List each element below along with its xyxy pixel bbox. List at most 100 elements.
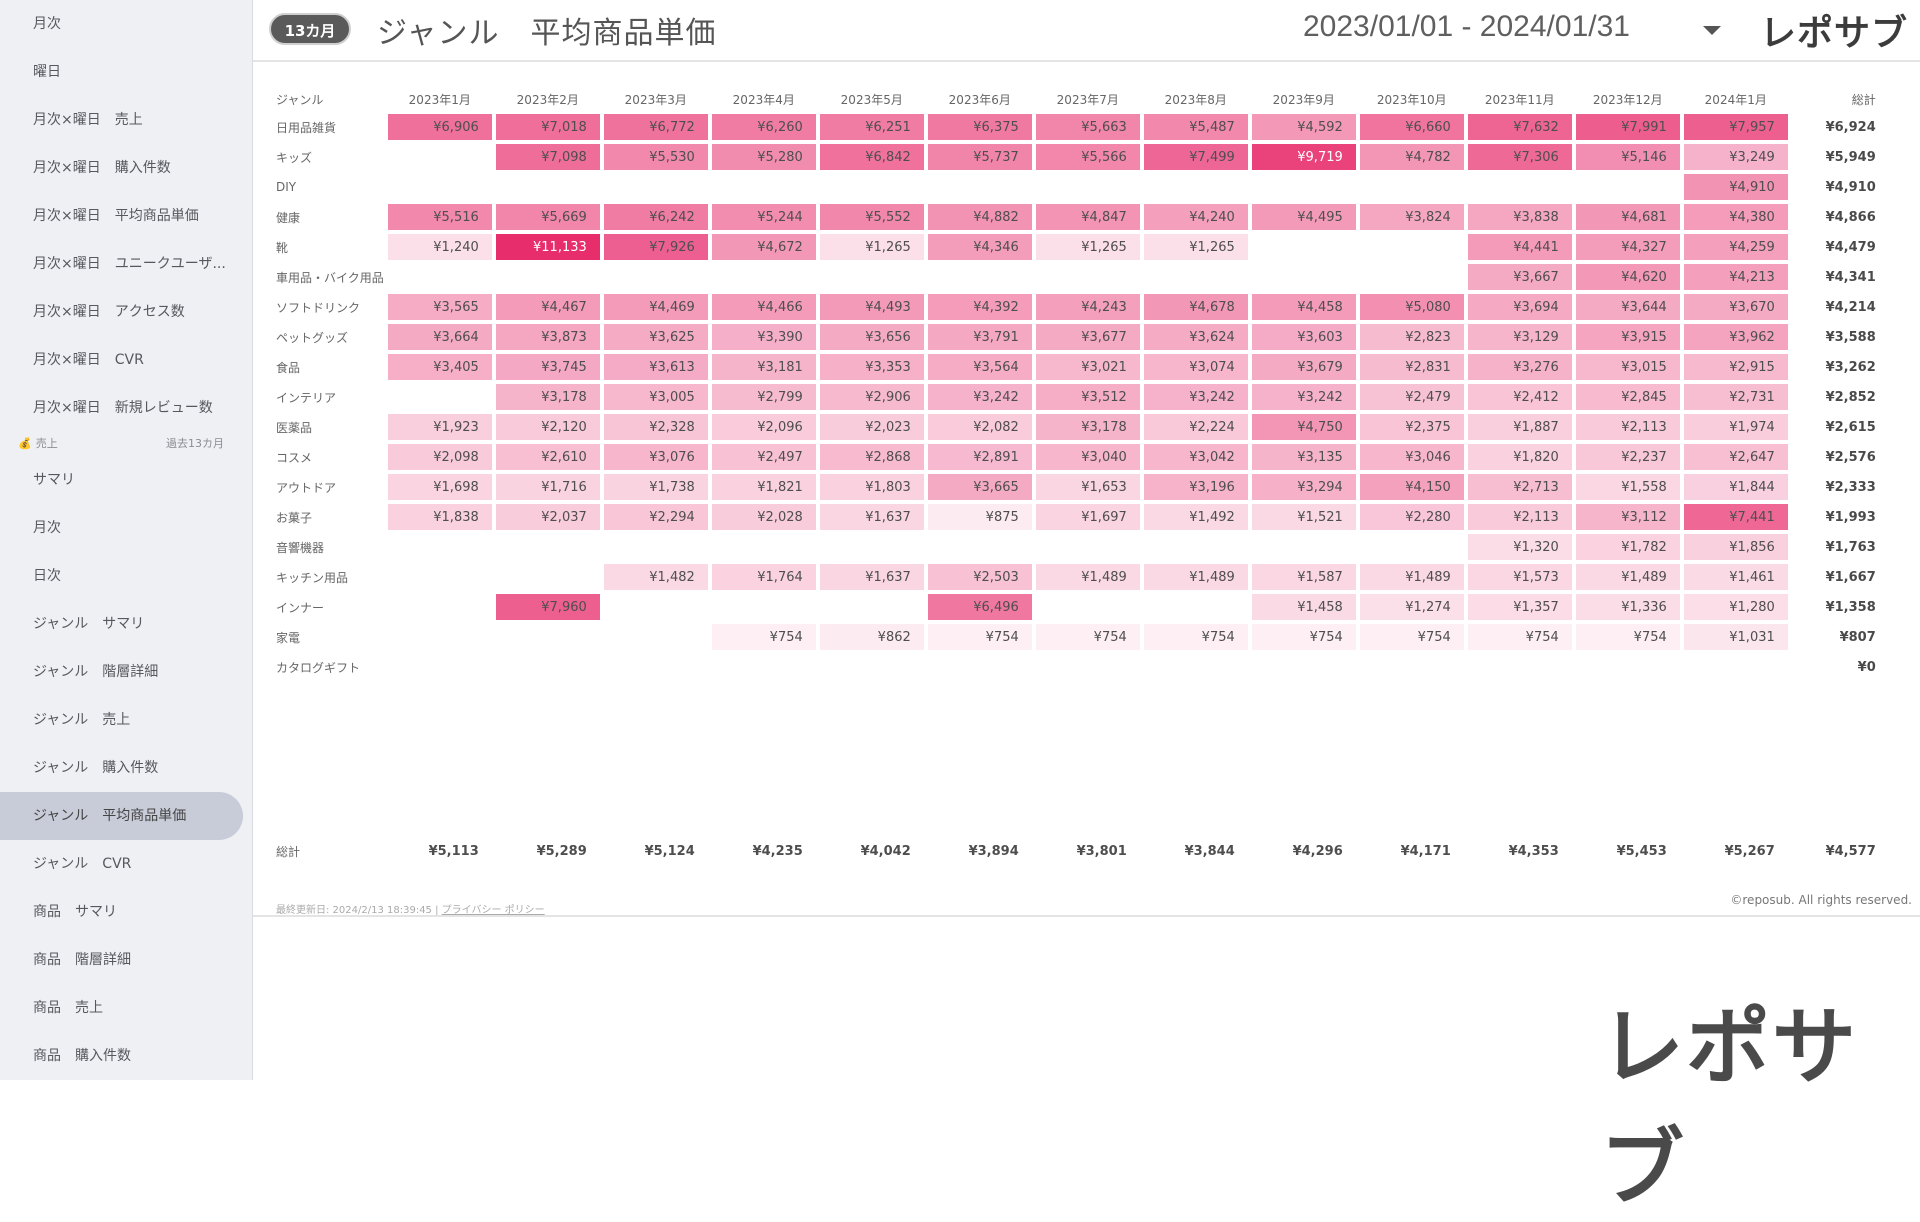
value-cell: ¥7,499 [1143,144,1248,170]
sidebar-item[interactable]: 曜日 [33,64,61,80]
value-cell: ¥1,489 [1143,564,1248,590]
value-cell: ¥3,249 [1683,144,1788,170]
sidebar-item[interactable]: サマリ [33,472,75,488]
sidebar-item[interactable]: 商品 サマリ [33,904,117,920]
column-header-month[interactable]: 2023年3月 [624,92,687,107]
sidebar-item[interactable]: ジャンル 平均商品単価 [0,792,243,840]
sidebar-item[interactable]: ジャンル 売上 [33,712,131,728]
period-badge[interactable]: 13カ月 [269,13,351,45]
privacy-policy-link[interactable]: プライバシー ポリシー [441,905,545,916]
value-cell: ¥1,461 [1683,564,1788,590]
sidebar-item[interactable]: 月次 [33,520,61,536]
value-cell [1252,234,1356,260]
sidebar-item[interactable]: ジャンル 購入件数 [33,760,159,776]
value-cell: ¥7,018 [495,114,600,140]
value-cell: ¥2,294 [603,504,708,530]
sidebar-item[interactable]: 月次×曜日 新規レビュー数 [33,400,213,416]
value-cell: ¥6,772 [603,114,708,140]
row-genre-label[interactable]: 日用品雑貨 [276,120,337,135]
value-cell [1144,174,1248,200]
row-genre-label[interactable]: カタログギフト [276,660,361,675]
row-genre-label[interactable]: コスメ [276,450,313,465]
column-header-month[interactable]: 2023年6月 [948,92,1011,107]
value-cell: ¥2,891 [927,444,1032,470]
spacer-cell [274,684,1878,832]
value-cell: ¥1,838 [387,504,492,530]
column-header-month[interactable]: 2024年1月 [1704,92,1767,107]
chevron-down-icon[interactable] [1703,26,1721,35]
row-genre-label[interactable]: 家電 [276,630,301,645]
sidebar-item[interactable]: 月次×曜日 アクセス数 [33,304,185,320]
row-genre-label[interactable]: ペットグッズ [276,330,349,345]
row-genre-label[interactable]: 医薬品 [276,420,313,435]
column-header-month[interactable]: 2023年7月 [1056,92,1119,107]
sidebar-item[interactable]: 月次×曜日 購入件数 [33,160,171,176]
column-header-month[interactable]: 2023年5月 [840,92,903,107]
value-cell: ¥4,240 [1143,204,1248,230]
date-range-selector[interactable]: 2023/01/01 - 2024/01/31 [1303,10,1630,43]
value-cell [1252,264,1356,290]
value-cell: ¥2,915 [1683,354,1788,380]
sidebar-item[interactable]: 日次 [33,568,61,584]
column-header-month[interactable]: 2023年11月 [1484,92,1555,107]
value-cell [1468,654,1572,680]
value-cell [712,534,816,560]
value-cell: ¥1,357 [1467,594,1572,620]
table-row: 車用品・バイク用品 ¥3,667 ¥4,620 ¥4,213 ¥4,341 [274,264,1878,290]
sidebar-item[interactable]: 月次×曜日 売上 [33,112,143,128]
column-header-genre[interactable]: ジャンル [276,92,324,107]
row-genre-label[interactable]: 車用品・バイク用品 [276,270,384,285]
value-cell: ¥2,280 [1359,504,1464,530]
row-total-cell: ¥1,763 [1825,539,1876,555]
row-genre-label[interactable]: インナー [276,600,325,615]
column-header-month[interactable]: 2023年4月 [732,92,795,107]
table-row: DIY ¥4,910 ¥4,910 [274,174,1878,200]
row-genre-label[interactable]: ソフトドリンク [276,300,361,315]
column-header-month[interactable]: 2023年10月 [1376,92,1447,107]
sidebar-item[interactable]: ジャンル サマリ [33,616,145,632]
row-genre-label[interactable]: 靴 [276,240,289,255]
column-header-month[interactable]: 2023年8月 [1164,92,1227,107]
sidebar-item[interactable]: 月次 [33,16,61,32]
row-genre-label[interactable]: アウトドア [276,480,337,495]
value-cell: ¥4,882 [927,204,1032,230]
sidebar-item[interactable]: 商品 階層詳細 [33,952,131,968]
value-cell: ¥2,028 [711,504,816,530]
value-cell: ¥3,644 [1575,294,1680,320]
value-cell: ¥1,820 [1467,444,1572,470]
column-header-total[interactable]: 総計 [1851,92,1876,107]
row-genre-label[interactable]: お菓子 [276,510,313,525]
value-cell: ¥3,021 [1035,354,1140,380]
sidebar-item[interactable]: 商品 売上 [33,1000,103,1016]
value-cell: ¥3,564 [927,354,1032,380]
copyright: ©reposub. All rights reserved. [1730,893,1912,907]
sidebar-item[interactable]: ジャンル 階層詳細 [33,664,159,680]
value-cell: ¥3,390 [711,324,816,350]
row-genre-label[interactable]: キッチン用品 [276,570,349,585]
row-genre-label[interactable]: キッズ [276,150,313,165]
value-cell: ¥2,375 [1359,414,1464,440]
value-cell: ¥4,493 [819,294,924,320]
column-header-month[interactable]: 2023年12月 [1592,92,1663,107]
value-cell: ¥3,015 [1575,354,1680,380]
column-header-month[interactable]: 2023年1月 [408,92,471,107]
section-label: 売上 [35,437,58,450]
row-genre-label[interactable]: 食品 [276,360,301,375]
row-genre-label[interactable]: DIY [276,180,297,194]
row-genre-label[interactable]: 健康 [276,210,301,225]
sidebar-item[interactable]: ジャンル CVR [33,856,132,872]
value-cell: ¥1,274 [1359,594,1464,620]
row-genre-label[interactable]: 音響機器 [276,540,325,555]
sidebar-item[interactable]: 月次×曜日 ユニークユーザ... [33,256,226,272]
column-header-month[interactable]: 2023年9月 [1272,92,1335,107]
row-genre-label[interactable]: インテリア [276,390,337,405]
value-cell [1036,264,1140,290]
value-cell [496,534,600,560]
sidebar-item[interactable]: 月次×曜日 平均商品単価 [33,208,199,224]
value-cell: ¥3,135 [1251,444,1356,470]
sidebar-item[interactable]: 月次×曜日 CVR [33,352,144,368]
column-header-month[interactable]: 2023年2月 [516,92,579,107]
value-cell [1144,534,1248,560]
value-cell: ¥3,181 [711,354,816,380]
sidebar-item[interactable]: 商品 購入件数 [33,1048,131,1064]
